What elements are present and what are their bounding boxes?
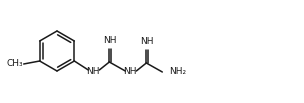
Text: NH: NH [140, 37, 154, 46]
Text: NH₂: NH₂ [169, 67, 186, 77]
Text: NH: NH [104, 36, 117, 45]
Text: CH₃: CH₃ [6, 60, 23, 68]
Text: NH: NH [87, 67, 100, 75]
Text: NH: NH [123, 67, 137, 77]
